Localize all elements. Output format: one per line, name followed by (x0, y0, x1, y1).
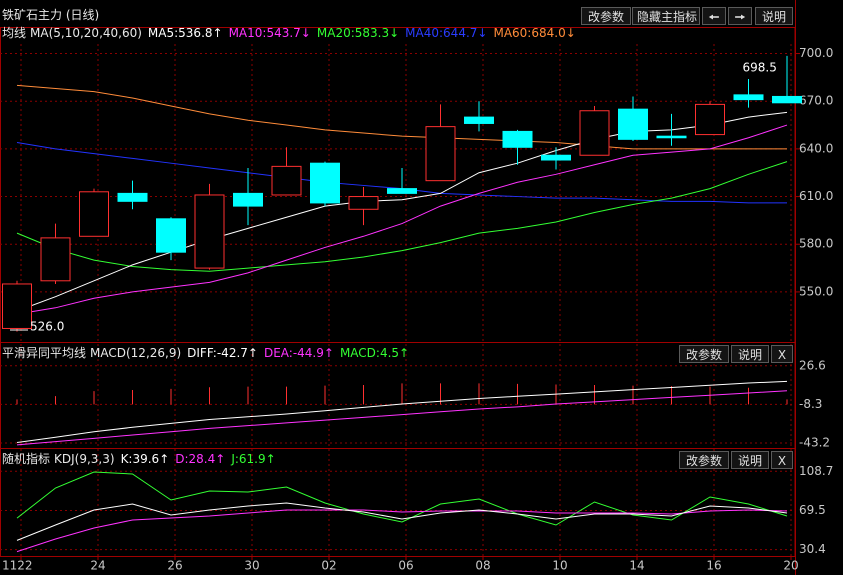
macd-dea-value: DEA:-44.9↑ (263, 346, 334, 360)
y-tick-label: -8.3 (799, 397, 822, 411)
macd-diff-line (16, 380, 788, 443)
y-tick-label: 26.6 (799, 358, 826, 372)
candle-body (156, 218, 186, 253)
annotation-low: 526.0 (30, 319, 64, 333)
x-tick-label: 1122 (2, 559, 33, 573)
macd-legend: 平滑异同平均线 MACD(12,26,9) DIFF:-42.7↑ DEA:-44.9… (2, 345, 415, 361)
candle-body (387, 188, 417, 194)
chart-title: 铁矿石主力 (日线) (2, 8, 100, 22)
macd-dea-line (16, 390, 788, 446)
macd-help-button[interactable]: 说明 (731, 345, 769, 363)
y-tick-label: 30.4 (799, 542, 826, 556)
kdj-d-value: D:28.4↑ (175, 452, 226, 466)
candle-body (579, 110, 610, 156)
panel-border (0, 27, 796, 343)
x-tick-label: 30 (244, 559, 259, 573)
candle-body (271, 165, 302, 196)
candle-body (194, 194, 225, 269)
kdj-legend: 随机指标 KDJ(9,3,3) K:39.6↑ D:28.4↑ J:61.9↑ (2, 451, 282, 467)
candle-body (79, 191, 109, 237)
ma40-value: MA40:644.7↓ (405, 26, 488, 40)
y-tick-label: 610.0 (799, 189, 833, 203)
ma20-value: MA20:583.3↓ (316, 26, 400, 40)
macd-legend-name: 平滑异同平均线 (2, 346, 87, 360)
kdj-k-line (16, 502, 788, 541)
x-tick-label: 20 (783, 559, 798, 573)
macd-legend-params: MACD(12,26,9) (90, 346, 182, 360)
kdj-help-button[interactable]: 说明 (731, 451, 769, 469)
x-tick-label: 14 (629, 559, 644, 573)
ma5-value: MA5:536.8↑ (147, 26, 223, 40)
ma-legend-params: MA(5,10,20,40,60) (30, 26, 142, 40)
ma5-line (16, 111, 788, 312)
ma20-line (16, 161, 788, 272)
ma-legend-name: 均线 (2, 26, 27, 40)
ma10-value: MA10:543.7↓ (228, 26, 311, 40)
kdj-legend-params: KDJ(9,3,3) (54, 452, 115, 466)
ma60-value: MA60:684.0↓ (493, 26, 576, 40)
macd-change-params-button[interactable]: 改参数 (679, 345, 729, 363)
help-button[interactable]: 说明 (755, 7, 793, 25)
candle-body (348, 196, 379, 210)
kdj-legend-name: 随机指标 (2, 452, 51, 466)
candle-body (656, 135, 687, 139)
ma10-line (16, 124, 788, 315)
candle-body (618, 108, 648, 140)
y-tick-label: 670.0 (799, 94, 833, 108)
y-tick-label: 640.0 (799, 141, 833, 155)
candle-body (233, 192, 263, 207)
candle-body (117, 192, 148, 202)
change-params-button[interactable]: 改参数 (581, 7, 631, 25)
x-tick-label: 06 (398, 559, 413, 573)
macd-hist-value: MACD:4.5↑ (339, 346, 410, 360)
hide-main-indicator-button[interactable]: 隐藏主指标 (632, 7, 700, 25)
candle-body (541, 154, 571, 161)
y-tick-label: -43.2 (799, 436, 830, 450)
candle-body (40, 237, 71, 282)
candle-body (733, 94, 764, 101)
candle-body (425, 126, 456, 182)
y-tick-label: 550.0 (799, 284, 833, 298)
ma-legend: 均线 MA(5,10,20,40,60) MA5:536.8↑ MA10:543.7↓… (2, 25, 582, 41)
candle-body (772, 95, 802, 104)
kdj-close-icon[interactable]: X (771, 451, 793, 469)
y-tick-label: 700.0 (799, 46, 833, 60)
arrow-right-icon[interactable]: 🠖 (728, 7, 752, 25)
x-tick-label: 08 (475, 559, 490, 573)
macd-diff-value: DIFF:-42.7↑ (187, 346, 258, 360)
macd-close-icon[interactable]: X (771, 345, 793, 363)
kdj-d-line (16, 509, 788, 553)
candle-body (464, 116, 494, 124)
y-tick-label: 108.7 (799, 464, 833, 478)
candle-body (310, 162, 340, 204)
x-tick-label: 10 (552, 559, 567, 573)
kdj-j-value: J:61.9↑ (231, 452, 276, 466)
candle-body (2, 283, 32, 329)
arrow-left-icon[interactable]: 🠔 (702, 7, 726, 25)
x-tick-label: 16 (706, 559, 721, 573)
y-tick-label: 69.5 (799, 503, 826, 517)
ma60-line (16, 84, 787, 150)
x-tick-label: 02 (321, 559, 336, 573)
x-tick-label: 26 (167, 559, 182, 573)
kdj-change-params-button[interactable]: 改参数 (679, 451, 729, 469)
candle-body (695, 103, 725, 136)
y-tick-label: 580.0 (799, 237, 833, 251)
candle-body (502, 130, 533, 148)
kdj-k-value: K:39.6↑ (120, 452, 170, 466)
annotation-high: 698.5 (743, 60, 777, 74)
x-tick-label: 24 (90, 559, 105, 573)
kdj-j-line (16, 471, 788, 526)
